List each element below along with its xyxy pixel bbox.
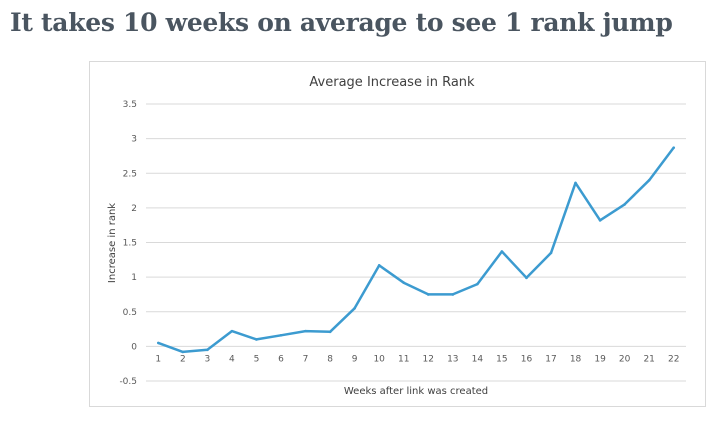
data-point: [426, 293, 430, 296]
data-point: [402, 281, 406, 284]
data-point: [328, 330, 332, 334]
data-point: [623, 203, 626, 206]
data-point: [304, 329, 307, 333]
y-tick-label: 0: [131, 342, 137, 352]
data-point: [279, 333, 283, 337]
y-tick-label: 2: [131, 204, 137, 214]
y-tick-labels: 3.5 3 2.5 2 1.5 1 0.5 0 -0.5: [119, 100, 137, 387]
y-tick-label: 1.5: [123, 239, 137, 249]
data-point: [255, 338, 258, 341]
x-tick-label: 9: [352, 354, 358, 364]
data-points: [156, 146, 676, 354]
y-tick-label: -0.5: [119, 377, 137, 387]
data-point: [525, 276, 528, 280]
x-tick-label: 4: [229, 354, 235, 364]
gridlines: [146, 103, 686, 382]
x-tick-label: 14: [472, 354, 484, 364]
y-tick-label: 3: [131, 135, 137, 145]
y-tick-label: 0.5: [123, 308, 137, 318]
data-point: [574, 181, 577, 185]
data-point: [549, 251, 553, 255]
x-tick-label: 7: [303, 354, 309, 364]
data-point: [353, 306, 356, 310]
data-point: [377, 264, 381, 267]
x-tick-labels: 1 2 3 4 5 6 7 8 9 10 11 12 13 14 15 16 17 18 19 20 21 22: [155, 354, 679, 364]
x-tick-label: 19: [594, 354, 606, 364]
y-tick-label: 3.5: [123, 100, 137, 110]
series-line: [157, 146, 675, 354]
x-tick-label: 22: [668, 354, 679, 364]
x-tick-label: 13: [447, 354, 458, 364]
x-tick-label: 15: [496, 354, 507, 364]
data-point: [451, 293, 455, 296]
data-point: [672, 146, 676, 149]
x-axis-title: Weeks after link was created: [344, 386, 488, 397]
data-point: [647, 178, 651, 182]
x-tick-label: 2: [180, 354, 186, 364]
x-tick-label: 8: [327, 354, 333, 364]
data-point: [500, 250, 504, 253]
data-point: [206, 348, 209, 352]
x-tick-label: 1: [155, 354, 161, 364]
chart-frame: [89, 61, 706, 407]
data-point: [230, 329, 234, 333]
x-tick-label: 12: [423, 354, 434, 364]
y-tick-label: 2.5: [123, 169, 137, 179]
data-point: [156, 341, 160, 345]
data-point: [476, 282, 479, 286]
x-tick-label: 21: [643, 354, 654, 364]
x-tick-label: 16: [521, 354, 533, 364]
chart-title: Average Increase in Rank: [309, 75, 475, 90]
y-axis-title: Increase in rank: [107, 203, 118, 283]
x-tick-label: 3: [204, 354, 210, 364]
data-point: [598, 219, 602, 222]
x-tick-label: 6: [278, 354, 284, 364]
x-tick-label: 18: [570, 354, 582, 364]
data-point: [181, 350, 185, 354]
x-tick-label: 11: [398, 354, 409, 364]
x-tick-label: 20: [619, 354, 631, 364]
y-tick-label: 1: [131, 273, 137, 283]
x-tick-label: 17: [545, 354, 556, 364]
x-tick-label: 5: [254, 354, 260, 364]
x-tick-label: 10: [373, 354, 385, 364]
headline: It takes 10 weeks on average to see 1 ra…: [10, 8, 673, 37]
